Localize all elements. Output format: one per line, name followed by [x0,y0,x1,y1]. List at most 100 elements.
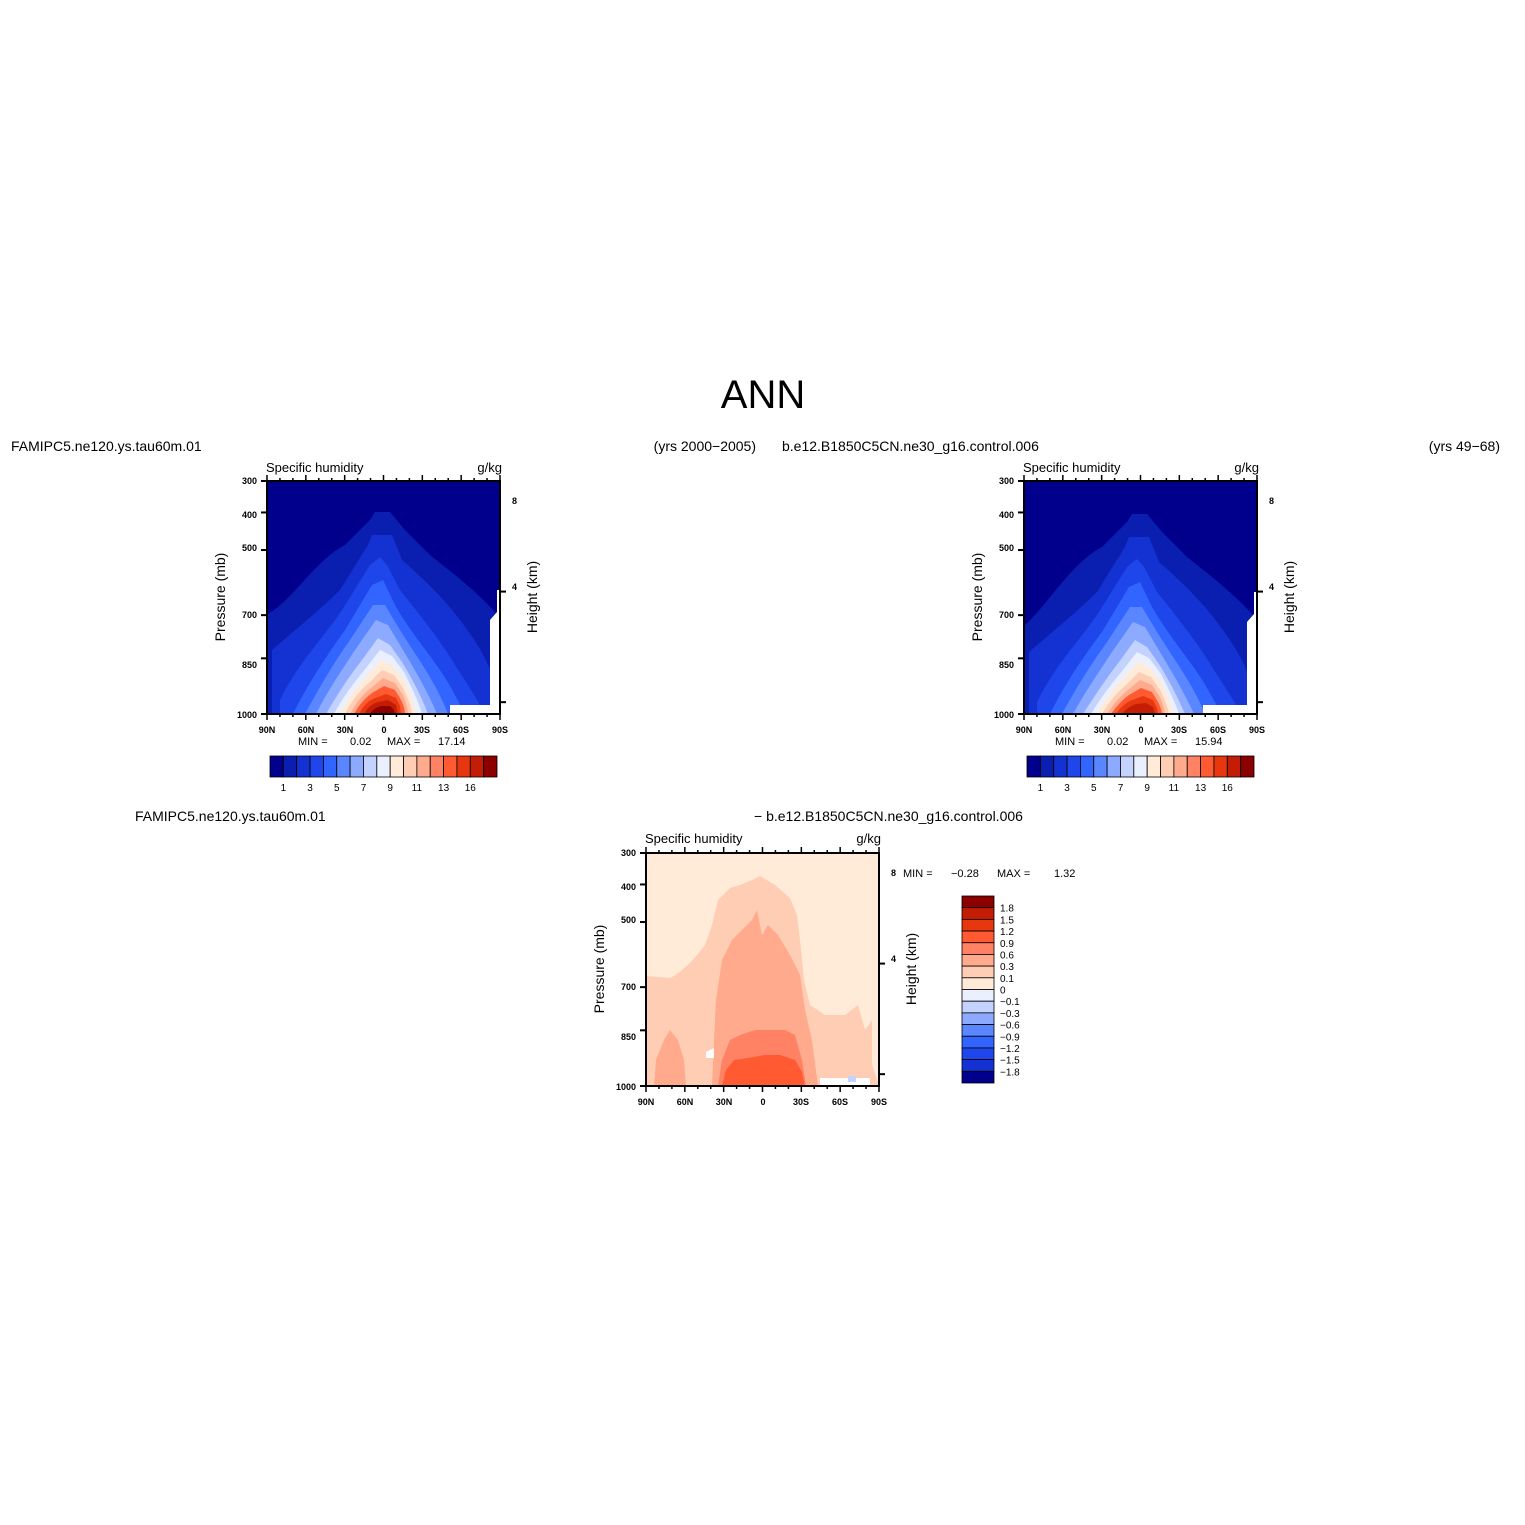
panel3-ticks: 300 400 500 700 850 1000 8 4 90N 60N 30N… [616,848,896,1107]
panel1-y-tick-500: 500 [242,543,257,553]
panel1-units: g/kg [477,460,502,475]
colorbar-swatch [376,755,391,778]
panel2-units: g/kg [1234,460,1259,475]
colorbar-swatch [1106,755,1121,778]
colorbar-swatch [296,755,311,778]
figure-title: ANN [721,373,805,417]
panel3-x-tick-60N: 60N [677,1097,694,1107]
colorbar-swatch [1160,755,1175,778]
panel1-max-value: 17.14 [438,736,466,748]
colorbar-swatch [961,942,995,955]
colorbar-label: −1.8 [1000,1067,1020,1078]
colorbar-swatch [961,907,995,920]
colorbar-swatch [1026,755,1041,778]
panel3-x-tick-30S: 30S [793,1097,809,1107]
colorbar-swatch [403,755,418,778]
colorbar-label: 3 [1064,783,1070,794]
colorbar-swatch [961,954,995,967]
panel1-years: (yrs 2000−2005) [654,438,756,454]
panel3-x-tick-0: 0 [760,1097,765,1107]
colorbar-swatch [1173,755,1188,778]
colorbar-swatch [1200,755,1215,778]
colorbar-swatch [1093,755,1108,778]
colorbar-swatch [443,755,458,778]
panel2-min-label: MIN = [1055,736,1085,748]
panel1-x-tick-60S: 60S [453,725,469,735]
panel3-colorbar: 1.81.51.20.90.60.30.10−0.1−0.3−0.6−0.9−1… [961,895,1020,1084]
colorbar-swatch [961,965,995,979]
panel1-y-tick-300: 300 [242,476,257,486]
panel3-variable: Specific humidity [645,831,743,846]
colorbar-swatch [1066,755,1081,778]
colorbar-label: −0.1 [1000,997,1020,1008]
axis-tickmarks [261,475,1263,1092]
colorbar-swatch [363,755,378,778]
panel3-x-tick-90S: 90S [871,1097,887,1107]
panel3-min-value: −0.28 [951,868,979,880]
colorbar-swatch [1240,755,1255,778]
panel2-y-tick-400: 400 [999,510,1014,520]
colorbar-label: 16 [1222,783,1234,794]
colorbar-swatch [1053,755,1068,778]
colorbar-swatch [323,755,338,778]
panel1-case-name: FAMIPC5.ne120.ys.tau60m.01 [11,438,202,454]
panel3-x-tick-30N: 30N [716,1097,733,1107]
colorbar-swatch [1146,755,1161,778]
panel3-x-tick-60S: 60S [832,1097,848,1107]
colorbar-swatch [282,755,298,778]
colorbar-swatch [1133,755,1148,778]
panel1-colorbar: 1 3 5 7 9 11 13 16 [269,755,498,794]
panel1-contours [267,481,500,714]
panel1-ylabel: Pressure (mb) [212,553,228,642]
panel2-y-tick-700: 700 [999,610,1014,620]
colorbar-swatch [429,755,444,778]
panel3-max-value: 1.32 [1054,868,1075,880]
panel1-y-tick-1000: 1000 [237,710,257,720]
panel3-units: g/kg [856,831,881,846]
colorbar-swatch [961,930,995,944]
colorbar-label: −0.3 [1000,1009,1020,1020]
panel1-stats: MIN = 0.02 MAX = 17.14 [298,736,466,748]
colorbar-swatch [961,895,995,909]
panel3-y-tick-1000: 1000 [616,1082,636,1092]
panel2-max-value: 15.94 [1195,736,1223,748]
panel1-yr-tick-8: 8 [512,496,517,506]
panel3-yr-tick-8: 8 [891,868,896,878]
panel1-min-label: MIN = [298,736,328,748]
panel2-x-tick-0: 0 [1138,725,1143,735]
panel3-plot: Specific humidity g/kg 300 400 500 700 8… [591,831,1075,1107]
panel2-x-tick-60S: 60S [1210,725,1226,735]
colorbar-swatch [1039,755,1055,778]
colorbar-label: 0 [1000,986,1006,997]
colorbar-label: 1.5 [1000,915,1014,926]
panel2-ylabel: Pressure (mb) [969,553,985,642]
panel2-max-label: MAX = [1144,736,1177,748]
panel2-yr-tick-4: 4 [1269,582,1274,592]
colorbar-label: 9 [1144,783,1150,794]
colorbar-label: −0.6 [1000,1021,1020,1032]
panel3-y-tick-700: 700 [621,982,636,992]
colorbar-label: 7 [361,783,367,794]
colorbar-label: 3 [307,783,313,794]
panel2-y-tick-300: 300 [999,476,1014,486]
colorbar-label: 7 [1118,783,1124,794]
colorbar-swatch [961,977,995,990]
colorbar-swatch [349,755,364,778]
panel2-ylabel-right: Height (km) [1281,561,1297,633]
panel1-yr-tick-4: 4 [512,582,517,592]
panel2-min-value: 0.02 [1107,736,1128,748]
panel1-max-label: MAX = [387,736,420,748]
panel2-y-tick-850: 850 [999,660,1014,670]
colorbar-swatch [961,1035,995,1049]
panel2-x-tick-90S: 90S [1249,725,1265,735]
colorbar-swatch [469,755,485,778]
panel3-stats: MIN = −0.28 MAX = 1.32 [903,868,1075,880]
colorbar-label: 13 [438,783,450,794]
panel3-contours [646,853,879,1086]
panel2-ticks: 300 400 500 700 850 1000 8 4 90N 60N 30N… [994,476,1274,735]
panel1-ylabel-right: Height (km) [524,561,540,633]
colorbar-swatch [1080,755,1095,778]
panel3-ylabel-right: Height (km) [903,933,919,1005]
panel2-case-name: b.e12.B1850C5CN.ne30_g16.control.006 [782,438,1039,454]
